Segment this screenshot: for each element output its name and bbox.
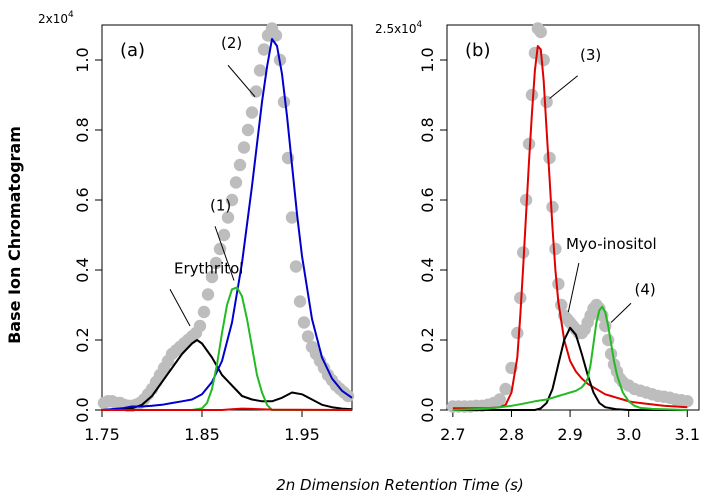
x-tick-label: 3.1 [675,425,700,444]
annotation-leader [549,75,579,99]
data-point [289,260,303,273]
y-tick-label: 0.0 [73,397,92,422]
data-point [229,176,243,189]
data-point [253,64,267,77]
data-point [546,200,559,214]
fit-curve-red [452,45,688,410]
x-axis-label: 2n Dimension Retention Time (s) [276,476,524,494]
data-point [197,305,211,319]
data-point [241,123,255,137]
data-point [297,316,311,329]
y-tick-label: 0.4 [73,257,92,282]
annotation-label: (3) [580,46,601,64]
data-point [511,326,524,340]
annotation-leader [567,262,580,313]
data-point [293,295,307,308]
annotation-leader [169,289,191,327]
data-point [301,330,315,343]
panel-b: 0.0 0.2 0.4 0.6 0.8 1.0 2.7 2.8 2.9 3.0 3.1 2.5x104… [375,20,700,444]
fit-curve-green [452,305,688,411]
data-point [493,393,506,406]
data-point [213,242,227,256]
y-tick-label: 0.2 [73,327,92,352]
panel-a: 0.0 0.2 0.4 0.6 0.8 1.0 1.75 1.85 1.95 2x104 (a) Er… [38,10,355,444]
data-point [193,319,207,333]
fit-curve-black [101,339,353,411]
data-point [237,141,251,154]
data-point [209,256,223,270]
data-point [543,151,556,165]
y-multiplier-label: 2.5x104 [375,20,422,36]
data-point [537,53,550,67]
x-tick-label: 2.8 [499,425,524,444]
annotation-leader [610,302,632,323]
data-point [549,242,562,256]
data-point [540,95,553,109]
annotation-label: (1) [210,197,231,215]
y-axis-label: Base Ion Chromatogram [5,126,24,344]
data-point [514,291,527,305]
data-point [257,43,271,56]
data-point [525,88,539,102]
data-point [225,193,239,207]
data-point [499,382,512,396]
y-tick-label: 0.6 [418,187,437,212]
annotation-label: Myo-inositol [566,235,657,253]
fit-curve-black [452,326,688,411]
data-point [552,277,565,291]
data-point [285,211,299,224]
data-point [249,85,263,98]
x-tick-label: 1.75 [84,425,120,444]
fit-curve-green [102,286,352,411]
panel-label: (b) [465,40,490,61]
y-tick-label: 0.4 [418,257,437,282]
data-point [233,158,247,172]
y-tick-label: 0.8 [73,117,92,142]
fit-curve-red [102,407,353,411]
x-tick-label: 1.85 [184,425,220,444]
data-point [522,137,536,151]
data-point [205,270,219,284]
annotation-label: Erythritol [174,260,243,278]
annotation-label: (2) [221,34,242,52]
data-point [221,211,235,224]
x-tick-label: 2.7 [440,425,465,444]
x-tick-label: 3.0 [616,425,641,444]
y-tick-label: 0.6 [73,187,92,212]
data-point [277,95,291,109]
y-tick-label: 1.0 [418,47,437,72]
y-multiplier-label: 2x104 [38,10,74,26]
data-point [217,228,231,242]
y-tick-label: 0.8 [418,117,437,142]
data-point [681,395,694,408]
panel-label: (a) [120,40,145,61]
y-tick-label: 0.2 [418,327,437,352]
plot-frame [446,24,700,411]
data-point [245,106,259,119]
annotation-label: (4) [635,281,656,299]
data-point [534,25,547,39]
annotation-leader [214,226,235,281]
data-point [201,288,215,301]
x-tick-label: 1.95 [284,425,320,444]
y-tick-label: 1.0 [73,47,92,72]
data-point [555,298,568,312]
data-point [601,333,615,347]
y-tick-label: 0.0 [418,397,437,422]
data-point [604,347,618,361]
fit-curve-blue [101,38,353,411]
x-tick-label: 2.9 [557,425,582,444]
annotation-leader [227,64,256,98]
